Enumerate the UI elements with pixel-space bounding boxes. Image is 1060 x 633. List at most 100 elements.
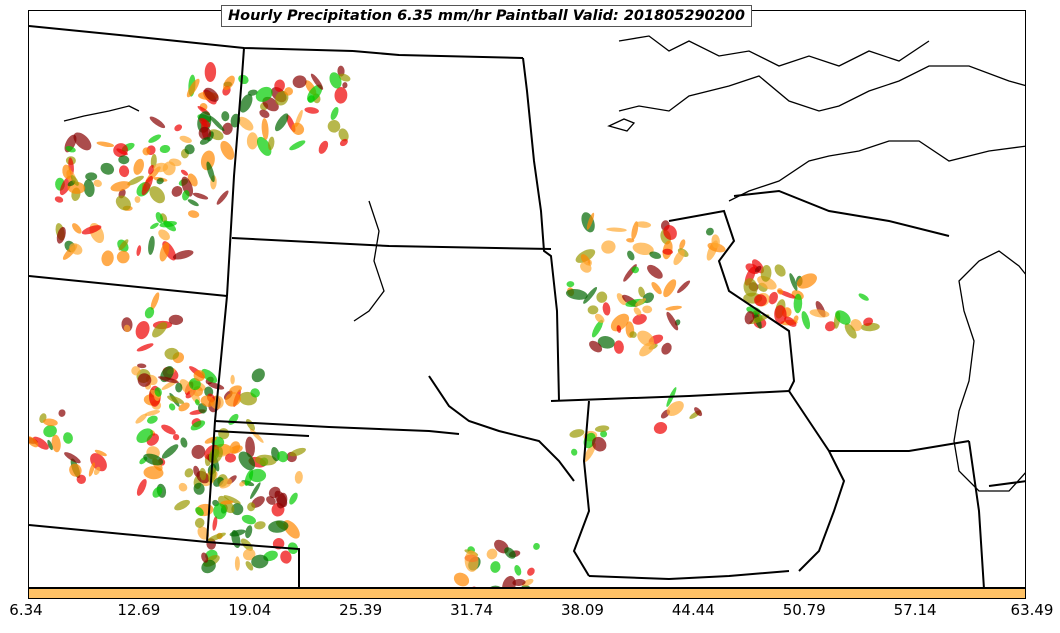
precip-blob — [835, 310, 851, 325]
precip-blob — [639, 341, 656, 357]
precip-blob — [231, 503, 244, 516]
colorbar-tick-label: 38.09 — [560, 601, 604, 619]
precip-blob — [182, 190, 190, 201]
border-montana-south — [231, 237, 552, 250]
precip-blob — [635, 221, 652, 228]
precip-blob — [589, 340, 603, 353]
precip-blob — [327, 120, 341, 133]
precip-blob — [502, 575, 516, 587]
precip-blob — [228, 413, 239, 425]
precip-blob — [330, 106, 339, 121]
precip-blob — [225, 453, 236, 463]
precip-blob — [194, 517, 205, 528]
precip-blob — [274, 113, 289, 132]
fort-peck — [63, 105, 140, 122]
precip-blob — [88, 462, 95, 477]
precip-blob — [653, 422, 668, 434]
precip-blob — [72, 223, 82, 234]
precip-blob — [137, 373, 152, 387]
precip-blob — [137, 363, 147, 369]
border-il-in — [968, 440, 985, 587]
precip-blob — [318, 140, 329, 154]
precip-blob — [594, 313, 605, 323]
precip-blob — [154, 387, 162, 397]
precip-blob — [223, 495, 241, 505]
precip-blob — [266, 496, 276, 505]
precip-blob — [239, 481, 246, 487]
precip-blob — [514, 564, 522, 576]
precip-blob — [255, 86, 273, 102]
precip-blob — [280, 550, 292, 564]
precip-blob — [521, 578, 534, 587]
precip-blob — [334, 87, 348, 104]
precip-blob — [229, 529, 246, 537]
precip-blob — [635, 298, 646, 307]
precip-blob — [754, 265, 762, 273]
small-lake — [607, 118, 636, 132]
precip-blob — [153, 162, 169, 173]
precip-blob — [291, 122, 305, 135]
precip-blob — [148, 134, 162, 143]
precip-blob — [198, 126, 212, 140]
precip-blob — [51, 434, 61, 453]
precip-blob — [230, 374, 235, 385]
colorbar-tick-label: 50.79 — [782, 601, 826, 619]
precip-blob — [694, 407, 703, 417]
precip-blob — [606, 227, 627, 232]
precip-blob — [213, 503, 227, 520]
precip-blob — [220, 140, 235, 160]
coastlines — [63, 35, 1025, 492]
precip-blob — [204, 62, 217, 82]
precip-blob — [144, 410, 160, 416]
precip-blob — [768, 291, 778, 305]
precip-blob — [342, 82, 348, 89]
precip-blob — [216, 190, 229, 205]
precip-blob — [661, 342, 672, 355]
precip-blob — [85, 172, 98, 181]
precip-blob — [245, 561, 254, 571]
precip-blob — [268, 520, 289, 533]
lake-michigan — [953, 250, 1025, 492]
precip-blob — [156, 177, 164, 185]
precip-blob — [206, 161, 215, 183]
precip-blob — [259, 109, 270, 119]
precip-blob — [149, 116, 166, 129]
precip-blob — [147, 415, 158, 424]
precip-blob — [184, 144, 195, 155]
precip-blob — [149, 186, 165, 204]
precip-blob — [201, 559, 216, 574]
precip-blob — [234, 556, 240, 571]
precip-blob — [192, 192, 209, 200]
precip-blob — [565, 288, 588, 300]
precip-blob — [64, 452, 81, 464]
precip-blob — [190, 420, 206, 431]
precip-blob — [666, 311, 679, 331]
precip-blob — [200, 150, 215, 171]
precip-blob — [662, 248, 673, 255]
precip-blob — [29, 436, 39, 448]
precip-blob — [591, 436, 607, 452]
precip-blob — [239, 94, 253, 113]
precip-blob — [591, 319, 604, 338]
precip-blob — [191, 444, 206, 459]
precip-blob — [199, 467, 207, 481]
state-borders — [29, 25, 1025, 587]
colorbar-tick-label: 57.14 — [893, 601, 937, 619]
precip-blob — [673, 249, 685, 266]
precip-blob — [32, 436, 49, 450]
precip-blob — [207, 382, 225, 390]
precip-blob — [248, 468, 267, 483]
precip-blob — [587, 305, 599, 315]
border-nebraska-north — [214, 420, 460, 435]
precip-blob — [118, 239, 129, 251]
colorbar-tick-label: 63.49 — [1010, 601, 1054, 619]
precip-blob — [167, 395, 185, 404]
precip-blob — [754, 294, 767, 307]
border-iowa-missouri — [588, 570, 790, 581]
precip-blob — [62, 164, 72, 180]
border-mo-south — [572, 400, 591, 577]
precip-blob — [209, 115, 225, 132]
border-ne-dakota-river — [428, 375, 575, 482]
precip-blob — [43, 418, 58, 427]
precip-blob — [73, 132, 92, 151]
